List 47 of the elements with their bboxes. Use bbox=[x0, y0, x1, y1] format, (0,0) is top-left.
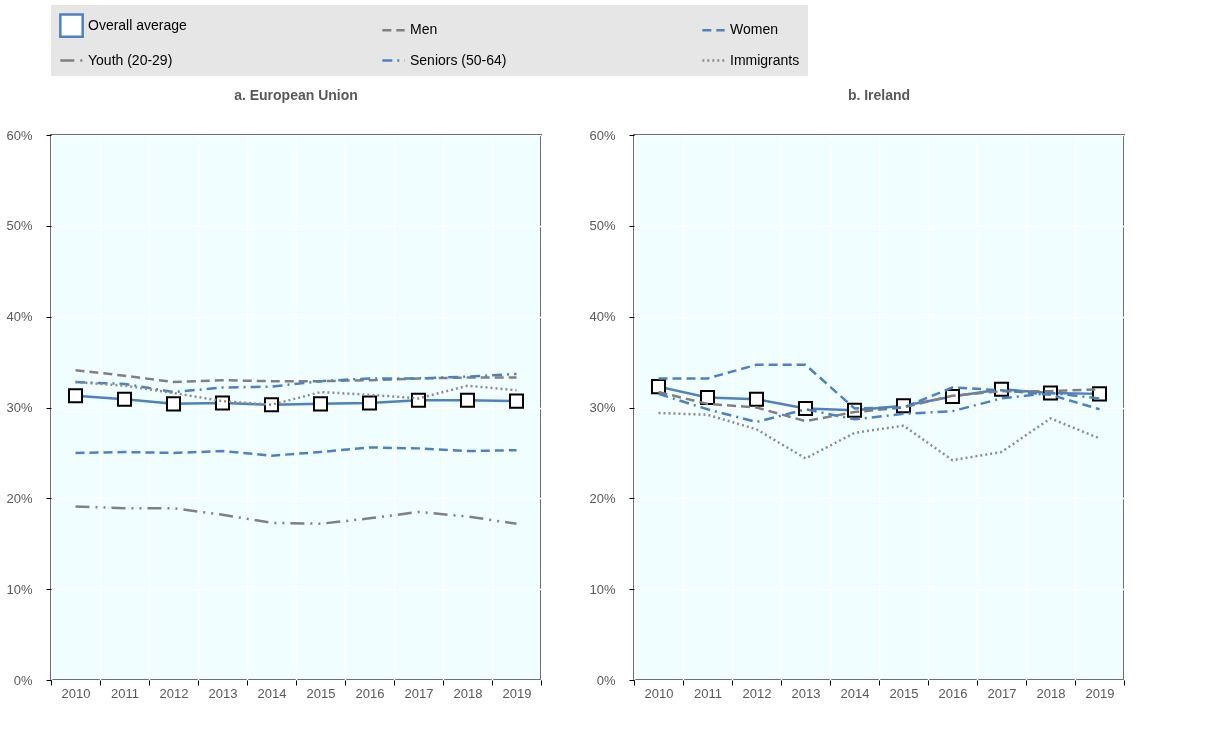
y-tick-label: 60% bbox=[589, 127, 616, 143]
line-series bbox=[74, 369, 518, 384]
line-series bbox=[74, 446, 518, 457]
x-tick-label: 2017 bbox=[404, 685, 434, 701]
y-tick-label: 50% bbox=[6, 218, 33, 234]
x-tick-label: 2018 bbox=[453, 685, 483, 701]
y-tick-label: 30% bbox=[6, 400, 33, 415]
y-tick-label: 50% bbox=[589, 218, 616, 234]
chart-title: a. European Union bbox=[234, 87, 358, 103]
y-tick-label: 0% bbox=[596, 672, 616, 688]
y-tick-label: 40% bbox=[6, 309, 33, 325]
y-tick-label: 20% bbox=[6, 490, 33, 506]
x-tick-label: 2013 bbox=[791, 685, 821, 701]
y-tick-label: 0% bbox=[13, 672, 33, 688]
x-tick-label: 2019 bbox=[1085, 685, 1115, 701]
x-tick-label: 2011 bbox=[111, 685, 139, 701]
y-tick-label: 40% bbox=[589, 309, 616, 325]
x-tick-label: 2016 bbox=[355, 685, 385, 701]
x-tick-label: 2013 bbox=[208, 685, 238, 701]
x-tick-label: 2014 bbox=[840, 685, 870, 701]
x-tick-label: 2012 bbox=[159, 685, 189, 701]
x-tick-label: 2019 bbox=[502, 685, 532, 701]
legend-label: Immigrants bbox=[730, 51, 800, 68]
x-tick-label: 2010 bbox=[644, 685, 674, 701]
x-tick-label: 2010 bbox=[61, 685, 91, 701]
x-tick-label: 2015 bbox=[306, 685, 336, 701]
y-tick-label: 10% bbox=[589, 581, 616, 597]
x-tick-label: 2012 bbox=[742, 685, 772, 701]
legend-label: Men bbox=[410, 21, 438, 38]
x-tick-label: 2011 bbox=[694, 685, 722, 701]
x-tick-label: 2018 bbox=[1036, 685, 1066, 701]
y-tick-label: 30% bbox=[589, 400, 616, 415]
legend-label: Seniors (50-64) bbox=[410, 51, 507, 68]
legend-label: Overall average bbox=[88, 16, 188, 33]
y-tick-label: 20% bbox=[589, 490, 616, 506]
y-tick-label: 60% bbox=[6, 127, 33, 143]
legend-label: Women bbox=[730, 21, 778, 38]
line-series bbox=[657, 411, 1101, 462]
chart-title: b. Ireland bbox=[847, 87, 911, 103]
x-tick-label: 2016 bbox=[938, 685, 968, 701]
line-series bbox=[74, 505, 518, 526]
line-series bbox=[74, 372, 518, 394]
legend-label: Youth (20-29) bbox=[88, 51, 173, 68]
x-tick-label: 2017 bbox=[987, 685, 1017, 701]
x-tick-label: 2015 bbox=[889, 685, 919, 701]
x-tick-label: 2014 bbox=[257, 685, 287, 701]
y-tick-label: 10% bbox=[6, 581, 33, 597]
